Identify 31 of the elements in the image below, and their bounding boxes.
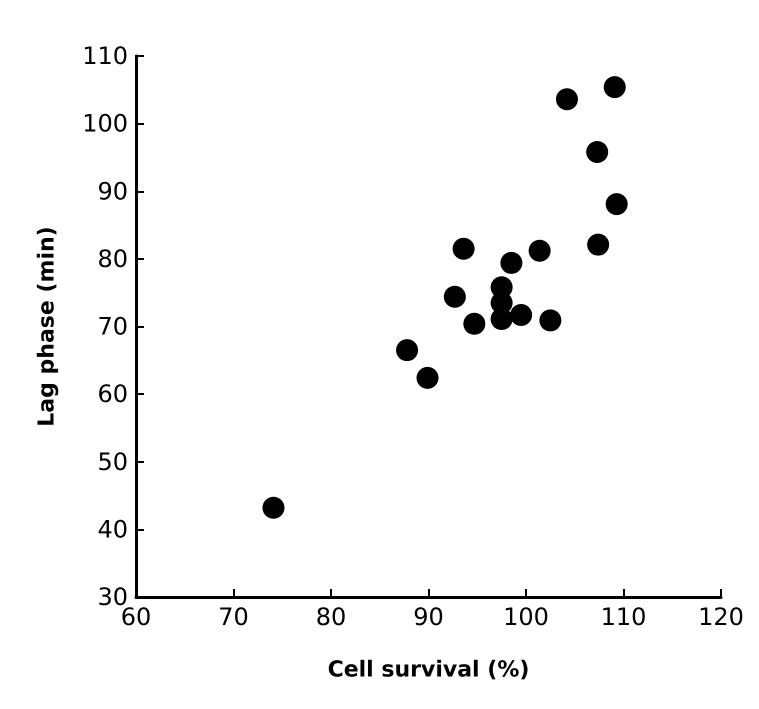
y-tick-label: 110 xyxy=(82,42,128,70)
x-tick-label: 100 xyxy=(503,603,549,631)
point xyxy=(463,312,486,335)
point xyxy=(452,238,475,260)
y-tick-label: 70 xyxy=(97,312,128,340)
point xyxy=(556,88,578,110)
point xyxy=(539,309,562,332)
x-tick-label: 110 xyxy=(600,603,646,631)
point xyxy=(396,339,418,362)
y-tick-label: 80 xyxy=(97,244,128,273)
y-tick-label: 100 xyxy=(82,110,128,138)
point xyxy=(416,366,439,389)
point xyxy=(500,252,522,274)
y-tick-label: 90 xyxy=(97,177,128,206)
x-tick-label: 120 xyxy=(698,603,744,631)
y-axis-title: Lag phase (min) xyxy=(34,226,60,427)
x-axis-title: Cell survival (%) xyxy=(328,658,530,682)
point xyxy=(587,234,610,256)
y-tick-label: 60 xyxy=(97,380,128,408)
point xyxy=(604,76,626,98)
point xyxy=(510,304,532,326)
point xyxy=(528,240,551,262)
x-tick-label: 70 xyxy=(218,603,249,631)
point xyxy=(444,286,466,308)
point xyxy=(262,496,284,519)
point xyxy=(606,193,628,216)
point xyxy=(586,141,608,164)
y-tick-label: 40 xyxy=(97,515,128,544)
y-tick-label: 50 xyxy=(97,448,128,476)
x-tick-label: 80 xyxy=(316,603,346,631)
x-tick-label: 90 xyxy=(413,603,444,631)
